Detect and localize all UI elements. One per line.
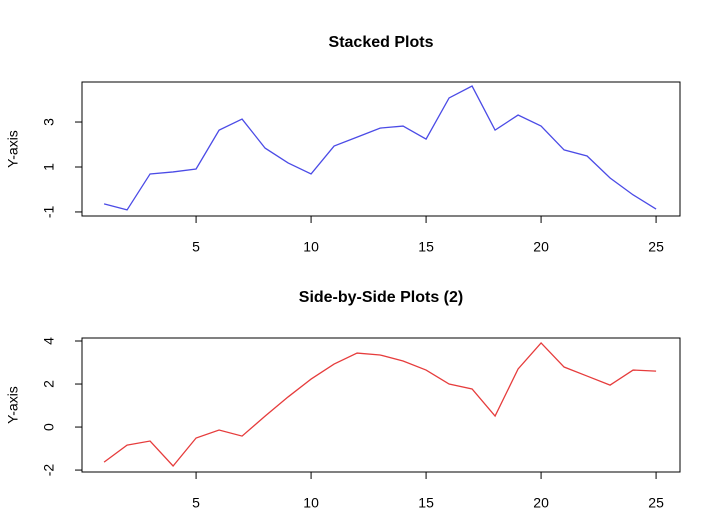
data-line: [103, 85, 657, 211]
y-tick-label: 1: [41, 163, 57, 171]
x-tick-label: 15: [418, 495, 434, 511]
x-tick-label: 20: [533, 495, 549, 511]
y-tick-label: -1: [41, 206, 57, 219]
x-tick-label: 5: [192, 495, 200, 511]
chart-title: Stacked Plots: [329, 34, 434, 51]
data-line: [103, 341, 657, 467]
chart-title: Side-by-Side Plots (2): [299, 289, 463, 306]
y-axis-label: Y-axis: [5, 386, 21, 424]
x-tick-label: 25: [648, 239, 664, 255]
y-tick-label: 2: [41, 380, 57, 388]
y-tick-label: -2: [41, 464, 57, 477]
x-tick-label: 20: [533, 239, 549, 255]
y-tick-label: 4: [41, 337, 57, 345]
x-tick-label: 10: [303, 239, 319, 255]
y-tick-label: 0: [41, 423, 57, 431]
x-tick-label: 25: [648, 495, 664, 511]
y-axis-label: Y-axis: [5, 130, 21, 168]
x-tick-label: 15: [418, 239, 434, 255]
x-tick-label: 10: [303, 495, 319, 511]
x-tick-label: 5: [192, 239, 200, 255]
plot-frame: [81, 337, 681, 473]
plot-frame: [81, 81, 681, 217]
y-tick-label: 3: [41, 118, 57, 126]
